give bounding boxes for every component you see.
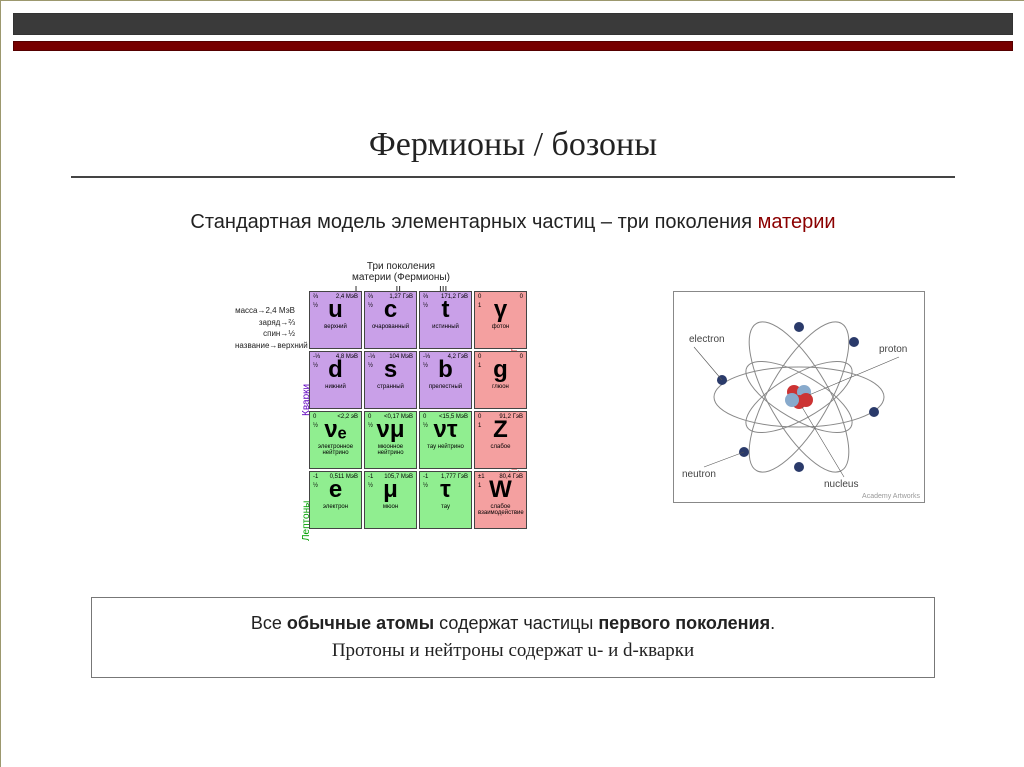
- particle-cell-t: ⅔171,2 ГэВ½tистинный: [419, 291, 472, 349]
- summary-line-2: Протоны и нейтроны содержат u- и d-кварк…: [106, 637, 920, 666]
- title-underline: [71, 176, 955, 178]
- standard-model-diagram: Три поколения материи (Фермионы) I II II…: [241, 261, 561, 296]
- property-row-labels: масса→2,4 МэВ заряд→⅔ спин→½ название→ве…: [235, 305, 295, 351]
- label-mass: масса→2,4 МэВ: [235, 305, 295, 317]
- atom-svg: electron proton neutron nucleus: [674, 292, 924, 502]
- particle-cell-νₑ: 0<2,2 эВ½νₑэлектронное нейтрино: [309, 411, 362, 469]
- nucleus-cluster: [785, 385, 813, 409]
- particle-cell-τ: -11,777 ГэВ½τтау: [419, 471, 472, 529]
- particle-cell-e: -10,511 МэВ½eэлектрон: [309, 471, 362, 529]
- slide-title: Фермионы / бозоны: [1, 126, 1024, 164]
- slide: Фермионы / бозоны Стандартная модель эле…: [0, 0, 1024, 767]
- subtitle-emph: материи: [758, 211, 836, 233]
- particle-cell-ντ: 0<15,5 МэВ½ντтау нейтрино: [419, 411, 472, 469]
- label-electron: electron: [689, 334, 725, 345]
- label-nucleus: nucleus: [824, 479, 858, 490]
- label-name: название→верхний: [235, 340, 295, 352]
- label-spin: спин→½: [235, 328, 295, 340]
- particle-cell-g: 001gглюон: [474, 351, 527, 409]
- label-charge: заряд→⅔: [235, 317, 295, 329]
- particle-grid: ⅔2,4 МэВ½uверхний⅔1,27 ГэВ½cочарованный⅔…: [309, 291, 527, 529]
- summary-line-1: Все обычные атомы содержат частицы перво…: [106, 610, 920, 637]
- label-proton: proton: [879, 344, 907, 355]
- particle-cell-Z: 091,2 ГэВ1Zслабое: [474, 411, 527, 469]
- particle-cell-u: ⅔2,4 МэВ½uверхний: [309, 291, 362, 349]
- particle-cell-s: -⅓104 МэВ½sстранный: [364, 351, 417, 409]
- label-neutron: neutron: [682, 469, 716, 480]
- subtitle: Стандартная модель элементарных частиц –…: [71, 211, 955, 234]
- particle-cell-γ: 001γфотон: [474, 291, 527, 349]
- decor-bar-red: [13, 41, 1013, 51]
- particle-cell-νμ: 0<0,17 МэВ½νμмюонное нейтрино: [364, 411, 417, 469]
- particle-cell-b: -⅓4,2 ГэВ½bпрелестный: [419, 351, 472, 409]
- gen-title-l1: Три поколения: [367, 261, 435, 272]
- atom-diagram: electron proton neutron nucleus Academy …: [673, 291, 925, 503]
- particle-cell-c: ⅔1,27 ГэВ½cочарованный: [364, 291, 417, 349]
- particle-cell-W: ±180,4 ГэВ1Wслабое взаимодействие: [474, 471, 527, 529]
- summary-box: Все обычные атомы содержат частицы перво…: [91, 597, 935, 679]
- subtitle-text: Стандартная модель элементарных частиц –…: [190, 211, 757, 233]
- decor-bar-dark: [13, 13, 1013, 35]
- generations-heading: Три поколения материи (Фермионы): [241, 261, 561, 283]
- gen-title-l2: материи (Фермионы): [352, 272, 450, 283]
- particle-cell-μ: -1105,7 МэВ½μмюон: [364, 471, 417, 529]
- atom-credit: Academy Artworks: [862, 493, 920, 500]
- particle-cell-d: -⅓4,8 МэВ½dнижний: [309, 351, 362, 409]
